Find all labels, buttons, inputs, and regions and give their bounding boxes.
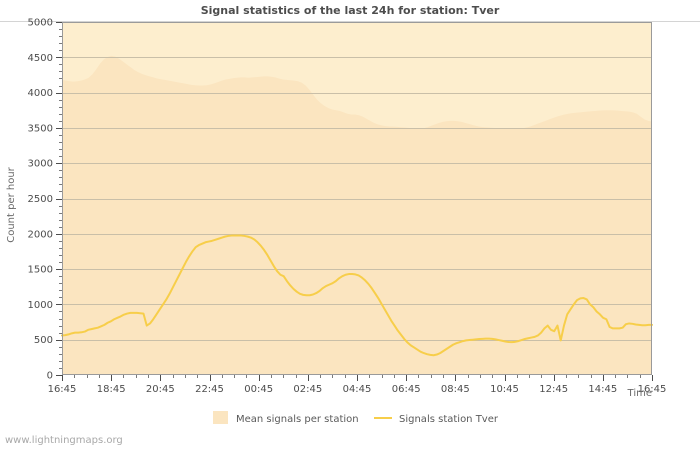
x-axis-tick-label: 00:45 xyxy=(244,384,273,395)
y-axis-tick-label: 3000 xyxy=(28,159,53,170)
x-axis-tick-label: 02:45 xyxy=(293,384,322,395)
y-axis-tick-label: 3500 xyxy=(28,123,53,134)
x-axis-tick-label: 04:45 xyxy=(343,384,372,395)
y-axis-tick-label: 5000 xyxy=(28,18,53,29)
y-axis-tick-label: 4000 xyxy=(28,88,53,99)
y-axis-tick-label: 1000 xyxy=(28,300,53,311)
x-axis-title: Time xyxy=(627,388,652,399)
y-axis-tick-label: 4500 xyxy=(28,53,53,64)
mean-signals-area xyxy=(62,55,652,375)
legend-label-station-signals: Signals station Tver xyxy=(399,414,499,425)
y-axis-tick-label: 1500 xyxy=(28,265,53,276)
x-axis-tick-label: 20:45 xyxy=(146,384,175,395)
station-signals-line xyxy=(61,234,653,357)
legend-swatch-mean-signals xyxy=(213,411,228,424)
x-axis-tick-label: 06:45 xyxy=(392,384,421,395)
y-axis-labels: 0 500 1000 1500 2000 2500 3000 3500 4000 4500 5000 xyxy=(28,18,53,382)
x-axis-tick-label: 16:45 xyxy=(48,384,77,395)
x-axis-tick-label: 16:45 xyxy=(638,384,667,395)
legend: Mean signals per station Signals station… xyxy=(213,411,499,425)
plot-area-frame xyxy=(62,22,652,375)
x-axis-labels: 16:45 18:45 20:45 22:45 00:45 02:45 04:45 06:45… xyxy=(48,384,667,395)
y-axis-tick-label: 0 xyxy=(47,371,53,382)
y-axis-ticks xyxy=(56,22,62,376)
legend-label-mean-signals: Mean signals per station xyxy=(236,414,359,425)
y-axis-title: Count per hour xyxy=(6,166,17,242)
chart-title: Signal statistics of the last 24h for st… xyxy=(201,4,500,17)
x-axis-tick-label: 22:45 xyxy=(195,384,224,395)
grid-lines-overlay xyxy=(62,57,652,341)
x-axis-tick-label: 14:45 xyxy=(588,384,617,395)
y-axis-tick-label: 500 xyxy=(34,335,53,346)
y-axis-tick-label: 2500 xyxy=(28,194,53,205)
x-axis-ticks xyxy=(62,375,653,381)
y-axis-tick-label: 2000 xyxy=(28,229,53,240)
x-axis-tick-label: 10:45 xyxy=(490,384,519,395)
footer-site-label: www.lightningmaps.org xyxy=(5,435,123,446)
x-axis-tick-label: 12:45 xyxy=(539,384,568,395)
x-axis-tick-label: 08:45 xyxy=(441,384,470,395)
x-axis-tick-label: 18:45 xyxy=(97,384,126,395)
